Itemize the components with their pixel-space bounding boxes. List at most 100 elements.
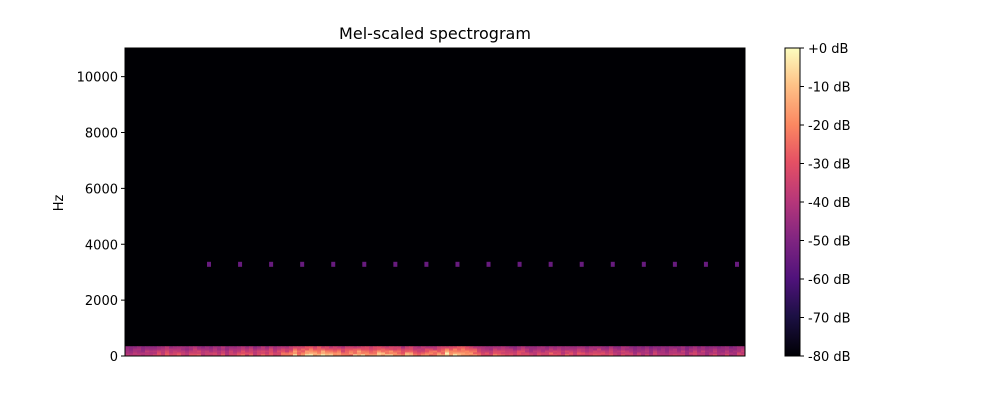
spectrogram-cell — [649, 348, 654, 351]
spectrogram-cell — [145, 348, 150, 351]
spectrogram-cell — [589, 350, 594, 353]
spectrogram-cell — [241, 346, 246, 349]
spectrogram-cell — [221, 346, 226, 349]
spectrogram-cell — [585, 348, 590, 351]
spectrogram-cell — [493, 348, 498, 351]
spectrogram-cell — [689, 352, 694, 355]
y-tick-label: 0 — [110, 350, 118, 365]
spectrogram-cell — [389, 346, 394, 349]
spectrogram-cell — [541, 352, 546, 355]
spectrogram-cell — [645, 348, 650, 351]
spectrogram-cell — [513, 352, 518, 355]
spectrogram-cell — [673, 354, 678, 357]
spectrogram-cell — [341, 350, 346, 353]
spectrogram-cell — [285, 348, 290, 351]
spectrogram-cell — [721, 352, 726, 355]
spectrogram-cell — [509, 350, 514, 353]
spectrogram-cell — [129, 348, 134, 351]
spectrogram-cell — [637, 348, 642, 351]
spectrogram-cell — [401, 348, 406, 351]
spectrogram-cell — [133, 346, 138, 349]
spectrogram-cell — [425, 346, 430, 349]
spectrogram-cell — [197, 346, 202, 349]
spectrogram-cell — [633, 346, 638, 349]
spectrogram-cell — [237, 348, 242, 351]
spectrogram-cell — [185, 352, 190, 355]
plot-frame — [124, 47, 746, 357]
y-axis-label: Hz — [52, 195, 67, 212]
spectrogram-cell — [593, 348, 598, 351]
colorbar-tick-label: -60 dB — [808, 273, 851, 288]
spectrogram-cell — [689, 354, 694, 357]
spectrogram-cell — [373, 346, 378, 349]
spectrogram-cell — [405, 354, 410, 357]
spectrogram-cell — [517, 350, 522, 353]
spectrogram-cell — [605, 346, 610, 349]
spectrogram-cell — [177, 350, 182, 353]
spectrogram-cell — [665, 354, 670, 357]
spectrogram-cell — [385, 350, 390, 353]
spectrogram-cell — [417, 346, 422, 349]
spectrogram-cell — [301, 352, 306, 355]
spectrogram-cell — [213, 350, 218, 353]
spectrogram-cell — [485, 354, 490, 357]
spectrogram-cell — [481, 354, 486, 357]
spectrogram-cell — [301, 348, 306, 351]
spectrogram-cell — [133, 348, 138, 351]
spectrogram-cell — [261, 348, 266, 351]
spectrogram-cell — [621, 350, 626, 353]
spectrogram-cell — [461, 346, 466, 349]
spectrogram-cell — [185, 348, 190, 351]
spectrogram-cell — [345, 348, 350, 351]
spectrogram-cell — [489, 346, 494, 349]
spectrogram-cell — [713, 354, 718, 357]
spectrogram-cell — [293, 346, 298, 349]
spectrogram-cell — [385, 352, 390, 355]
spectrogram-cell — [233, 354, 238, 357]
spectrogram-cell — [329, 354, 334, 357]
spectrogram-cell — [161, 348, 166, 351]
spectrogram-cell — [693, 348, 698, 351]
spectrogram-cell — [661, 350, 666, 353]
spectrogram-cell — [669, 350, 674, 353]
spectrogram-cell — [301, 350, 306, 353]
spectrogram-cell — [125, 348, 130, 351]
spectrogram-cell — [561, 352, 566, 355]
spectrogram-cell — [505, 350, 510, 353]
spectrogram-cell — [557, 348, 562, 351]
spectrogram-cell — [741, 354, 746, 357]
spectrogram-cell — [577, 348, 582, 351]
spectrogram-cell — [401, 354, 406, 357]
spectrogram-cell — [721, 350, 726, 353]
spectrogram-cell — [701, 348, 706, 351]
spectrogram-cell — [369, 352, 374, 355]
spectrogram-cell — [665, 352, 670, 355]
spectrogram-cell — [205, 354, 210, 357]
spectrogram-cell — [649, 350, 654, 353]
spectrogram-cell — [429, 346, 434, 349]
spectrogram-cell — [477, 348, 482, 351]
spectrogram-cell — [373, 348, 378, 351]
spectrogram-cell — [357, 350, 362, 353]
spectrogram-cell — [709, 346, 714, 349]
spectrogram-cell — [389, 352, 394, 355]
spectrogram-cell — [561, 350, 566, 353]
spectrogram-cell — [333, 350, 338, 353]
spectrogram-cell — [449, 348, 454, 351]
harmonic-dot — [548, 261, 553, 267]
spectrogram-cell — [473, 346, 478, 349]
spectrogram-cell — [597, 346, 602, 349]
spectrogram-cell — [457, 346, 462, 349]
spectrogram-cell — [577, 352, 582, 355]
spectrogram-cells — [125, 261, 746, 357]
spectrogram-cell — [673, 350, 678, 353]
spectrogram-cell — [705, 354, 710, 357]
harmonic-dot — [517, 261, 522, 267]
spectrogram-cell — [701, 346, 706, 349]
spectrogram-cell — [249, 352, 254, 355]
spectrogram-cell — [733, 348, 738, 351]
spectrogram-cell — [617, 350, 622, 353]
spectrogram-cell — [265, 352, 270, 355]
spectrogram-cell — [289, 350, 294, 353]
spectrogram-cell — [641, 346, 646, 349]
